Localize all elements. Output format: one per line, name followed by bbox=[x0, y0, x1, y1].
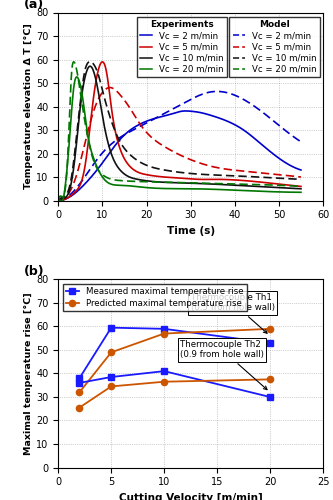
Measured maximal temperature rise bbox=[162, 326, 166, 332]
Measured maximal temperature rise bbox=[268, 340, 272, 346]
Predicted maximal temperature rise bbox=[162, 330, 166, 336]
Legend: Measured maximal temperature rise, Predicted maximal temperature rise: Measured maximal temperature rise, Predi… bbox=[63, 284, 247, 312]
Y-axis label: Maximal temperature rise [°C]: Maximal temperature rise [°C] bbox=[24, 292, 33, 455]
Predicted maximal temperature rise bbox=[109, 350, 113, 356]
Line: Measured maximal temperature rise: Measured maximal temperature rise bbox=[76, 324, 273, 382]
Text: (a): (a) bbox=[24, 0, 44, 10]
X-axis label: Time (s): Time (s) bbox=[166, 226, 215, 236]
Text: Thermocouple Th1
(0.5 from hole wall): Thermocouple Th1 (0.5 from hole wall) bbox=[190, 293, 275, 333]
Predicted maximal temperature rise bbox=[268, 326, 272, 332]
Measured maximal temperature rise bbox=[78, 375, 82, 381]
Measured maximal temperature rise bbox=[109, 324, 113, 330]
Predicted maximal temperature rise bbox=[78, 390, 82, 396]
X-axis label: Cutting Velocity [m/min]: Cutting Velocity [m/min] bbox=[119, 493, 262, 500]
Text: (b): (b) bbox=[24, 264, 45, 278]
Legend: Vc = 2 m/min, Vc = 5 m/min, Vc = 10 m/min, Vc = 20 m/min: Vc = 2 m/min, Vc = 5 m/min, Vc = 10 m/mi… bbox=[229, 17, 320, 78]
Text: Thermocouple Th2
(0.9 from hole wall): Thermocouple Th2 (0.9 from hole wall) bbox=[180, 340, 267, 390]
Line: Predicted maximal temperature rise: Predicted maximal temperature rise bbox=[76, 326, 273, 396]
Y-axis label: Temperature elevation Δ T [°C]: Temperature elevation Δ T [°C] bbox=[24, 24, 33, 190]
